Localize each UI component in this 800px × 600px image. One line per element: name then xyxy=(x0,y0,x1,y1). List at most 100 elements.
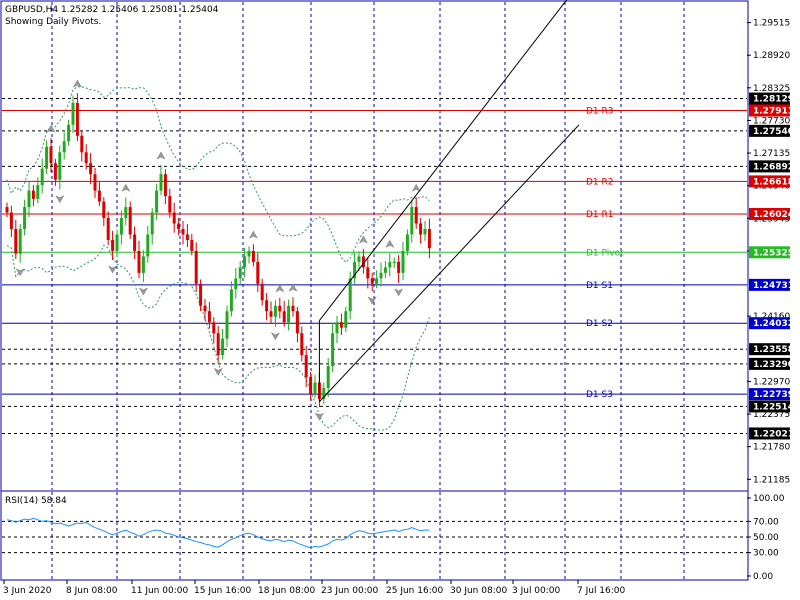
candle-body xyxy=(194,250,198,284)
candlesticks xyxy=(5,93,431,408)
time-tick-label: 15 Jun 16:00 xyxy=(194,586,251,596)
candle-body xyxy=(111,239,115,251)
channel-upper-line xyxy=(319,0,568,321)
price-tag-label: 1.22514 xyxy=(753,402,794,412)
candle-body xyxy=(207,311,211,323)
candle-body xyxy=(291,305,295,312)
pivot-label: D1 R3 xyxy=(586,107,614,117)
candle-body xyxy=(155,190,159,213)
rsi-tick-label: 0.00 xyxy=(753,572,773,582)
candle-body xyxy=(401,250,405,273)
candle-body xyxy=(344,311,348,328)
time-tick-label: 3 Jun 2020 xyxy=(3,586,52,596)
candle-body xyxy=(212,322,216,334)
candle-body xyxy=(58,152,62,180)
candle-body xyxy=(273,305,277,317)
channel-lower-line xyxy=(319,124,580,403)
candle-body xyxy=(375,278,379,284)
fractal-down-icon xyxy=(314,412,325,421)
candle-body xyxy=(36,185,40,199)
candle-body xyxy=(335,322,339,334)
candle-body xyxy=(326,366,330,389)
pivots-subtitle: Showing Daily Pivots. xyxy=(5,17,101,27)
candle-body xyxy=(229,289,233,312)
price-tick-label: 1.27730 xyxy=(753,116,790,126)
candle-body xyxy=(423,229,427,235)
price-tick-label: 1.28920 xyxy=(753,51,790,61)
rsi-line xyxy=(6,517,430,549)
price-tick-label: 1.27135 xyxy=(753,149,790,159)
candle-body xyxy=(388,261,392,268)
candle-body xyxy=(216,333,220,356)
fractal-down-icon xyxy=(55,195,65,204)
grid-lines xyxy=(51,2,685,580)
pivot-label: D1 R2 xyxy=(586,177,614,187)
candle-body xyxy=(339,322,343,328)
price-tick-label: 1.21780 xyxy=(753,443,790,453)
candle-body xyxy=(410,207,414,235)
candle-body xyxy=(331,333,335,367)
candle-body xyxy=(256,261,260,284)
candle-body xyxy=(287,305,291,323)
candle-body xyxy=(190,239,194,251)
symbol-header: GBPUSD,H4 1.25282 1.25406 1.25081 1.2540… xyxy=(5,5,219,15)
candle-body xyxy=(397,261,401,273)
candle-body xyxy=(348,278,352,312)
candle-body xyxy=(14,229,18,254)
candle-body xyxy=(247,250,251,257)
candle-body xyxy=(27,190,31,208)
time-tick-label: 25 Jun 16:00 xyxy=(386,586,443,596)
candle-body xyxy=(172,212,176,224)
candle-body xyxy=(49,146,53,164)
fractal-up-icon xyxy=(156,151,166,160)
price-tag-label: 1.26618 xyxy=(753,177,794,187)
fractal-up-icon xyxy=(411,183,421,192)
candle-body xyxy=(295,311,299,334)
fractal-down-icon xyxy=(107,265,118,274)
candle-body xyxy=(309,377,313,394)
candle-body xyxy=(133,234,137,251)
pivot-label: D1 S2 xyxy=(586,319,613,329)
price-tag xyxy=(749,343,790,356)
price-tag xyxy=(749,400,790,413)
trend-channel[interactable] xyxy=(318,0,580,403)
candle-body xyxy=(84,152,88,164)
candle-body xyxy=(40,168,44,186)
price-tag-label: 1.27911 xyxy=(753,107,794,117)
candle-body xyxy=(313,382,317,394)
lower-band xyxy=(6,244,430,431)
price-tag xyxy=(749,175,790,188)
candle-body xyxy=(75,102,79,136)
fractal-up-icon xyxy=(385,239,395,248)
candle-body xyxy=(62,141,66,153)
fractal-down-icon xyxy=(367,296,377,305)
price-tick-label: 1.24160 xyxy=(753,312,790,322)
candle-body xyxy=(9,212,13,230)
price-tick-label: 1.21185 xyxy=(753,475,790,485)
time-tick-label: 8 Jun 08:00 xyxy=(66,586,118,596)
candle-body xyxy=(199,283,203,306)
fractal-down-icon xyxy=(393,288,404,297)
price-tag-label: 1.26892 xyxy=(753,162,794,172)
pivot-label: D1 S1 xyxy=(586,281,613,291)
candle-body xyxy=(23,207,27,230)
rsi-label: RSI(14) 58.84 xyxy=(5,496,67,506)
candle-body xyxy=(163,174,167,197)
candle-body xyxy=(265,300,269,312)
candle-body xyxy=(128,207,132,235)
candle-body xyxy=(31,190,35,199)
fractal-up-icon xyxy=(121,183,131,192)
candle-body xyxy=(392,261,396,263)
candle-body xyxy=(300,333,304,356)
candle-body xyxy=(18,229,22,254)
fractal-markers xyxy=(15,79,421,421)
price-tick-label: 1.29515 xyxy=(753,19,790,29)
price-tag-label: 1.22021 xyxy=(753,429,794,439)
candle-body xyxy=(361,256,365,268)
candle-body xyxy=(119,218,123,235)
candle-body xyxy=(80,135,84,153)
price-tick-label: 1.22970 xyxy=(753,377,790,387)
candle-body xyxy=(141,256,145,273)
price-tick-label: 1.28325 xyxy=(753,84,790,94)
